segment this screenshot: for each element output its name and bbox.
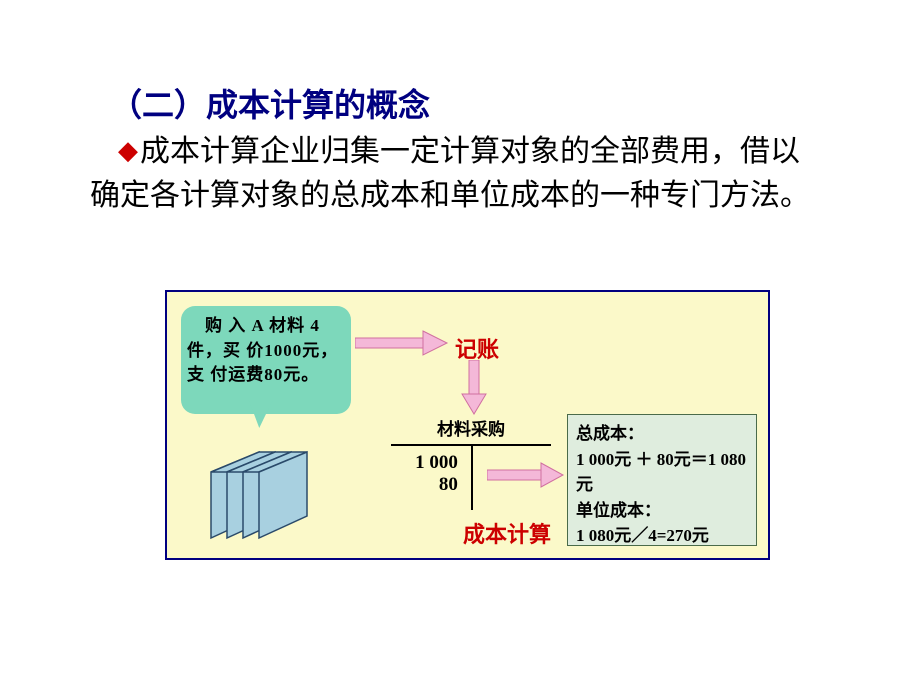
t-account-title: 材料采购 [391,415,551,440]
bullet-diamond-icon: ◆ [118,132,138,170]
costbox-line2: 1 000元 ＋ 80元＝1 080元 [576,447,752,498]
t-account-value-2: 80 [439,474,468,496]
costbox-line1: 总成本： [576,421,752,447]
label-cost-calc: 成本计算 [463,517,551,549]
callout-text: 购 入 A 材料 4 件，买 价1000元，支 付运费80元。 [187,316,338,384]
body-paragraph: ◆成本计算企业归集一定计算对象的全部费用，借以确定各计算对象的总成本和单位成本的… [90,130,810,217]
slide: （二）成本计算的概念 ◆成本计算企业归集一定计算对象的全部费用，借以确定各计算对… [0,0,920,690]
diagram-container: 购 入 A 材料 4 件，买 价1000元，支 付运费80元。 记账 [165,290,770,560]
arrow-down-icon [459,360,489,416]
arrow-right-2-icon [487,460,565,490]
arrow-right-icon [355,328,449,358]
costbox-line4: 1 080元／4=270元 [576,523,752,549]
slide-title: （二）成本计算的概念 [110,80,430,126]
t-account-value-1: 1 000 [415,452,468,474]
costbox-line3: 单位成本： [576,498,752,524]
cost-result-box: 总成本： 1 000元 ＋ 80元＝1 080元 单位成本： 1 080元／4=… [567,414,757,546]
body-text-content: 成本计算企业归集一定计算对象的全部费用，借以确定各计算对象的总成本和单位成本的一… [90,135,810,212]
purchase-callout: 购 入 A 材料 4 件，买 价1000元，支 付运费80元。 [181,306,351,414]
material-stack-icon [203,440,323,540]
